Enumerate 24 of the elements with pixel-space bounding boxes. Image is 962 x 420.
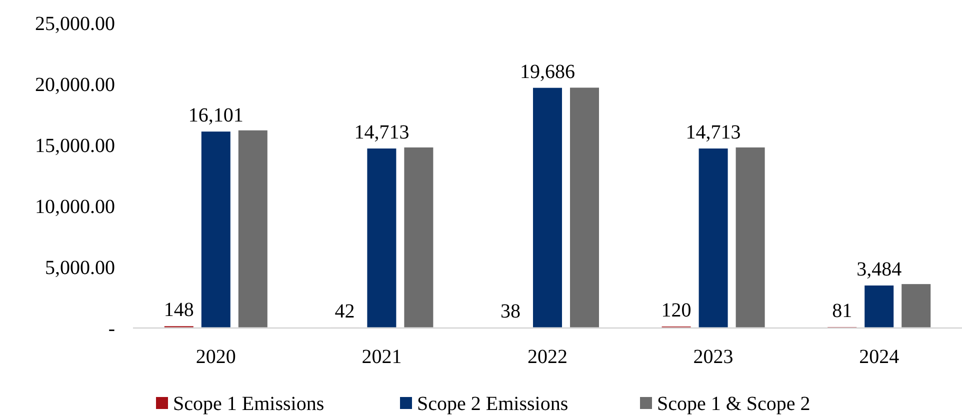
data-label: 16,101 [188,104,244,127]
legend-label: Scope 1 Emissions [173,393,324,415]
data-label: 38 [500,300,520,323]
data-label: 42 [334,300,355,322]
data-label: 120 [661,300,692,322]
y-tick-label: 5,000.00 [45,257,115,279]
data-label: 148 [164,299,194,322]
legend-label: Scope 2 Emissions [417,393,568,415]
x-tick-label: 2022 [528,346,568,368]
data-label: 14,713 [354,122,410,144]
y-tick-label: - [108,318,115,340]
y-tick-label: 10,000.00 [35,196,115,218]
data-label: 81 [832,300,852,322]
data-label: 19,686 [520,60,575,83]
x-tick-label: 2023 [693,346,734,368]
y-tick-label: 20,000.00 [35,74,115,96]
x-tick-label: 2024 [859,346,900,368]
y-tick-label: 15,000.00 [35,135,115,157]
x-tick-label: 2020 [196,346,236,368]
x-tick-label: 2021 [362,346,402,368]
data-label: 14,713 [686,122,741,144]
legend-label: Scope 1 & Scope 2 [657,393,810,415]
y-tick-label: 25,000.00 [35,13,115,35]
data-label: 3,484 [856,258,902,280]
